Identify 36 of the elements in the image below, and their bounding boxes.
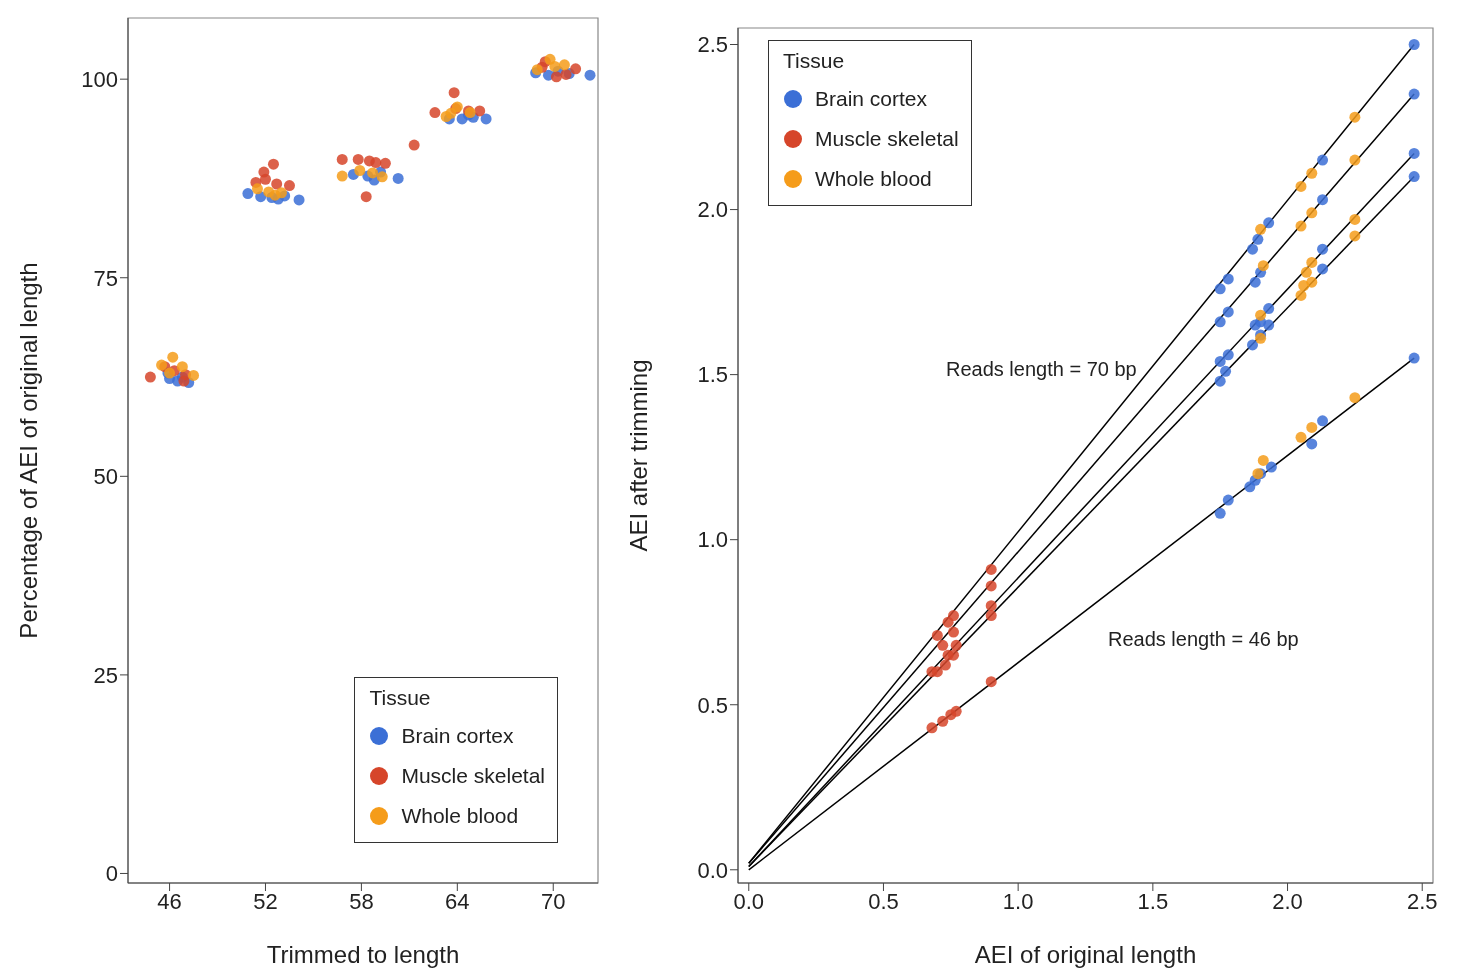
legend-label: Muscle skeletal: [815, 127, 959, 151]
x-tick-label: 70: [541, 888, 566, 914]
y-tick-label: 75: [93, 265, 118, 291]
annotation: Reads length = 46 bp: [1108, 628, 1299, 651]
annotation: Reads length = 70 bp: [946, 358, 1137, 381]
x-tick-label: 58: [349, 888, 374, 914]
legend-label: Muscle skeletal: [401, 764, 545, 788]
x-tick-label: 1.0: [1002, 888, 1034, 914]
legend-title: Tissue: [783, 49, 846, 73]
y-tick-label: 0: [105, 861, 118, 887]
x-tick-label: 2.0: [1272, 888, 1303, 914]
x-tick-label: 0.5: [868, 888, 899, 914]
legend-label: Brain cortex: [401, 724, 514, 748]
x-tick-label: 46: [157, 888, 182, 914]
legend-title: Tissue: [369, 686, 432, 710]
x-tick-label: 64: [445, 888, 470, 914]
y-tick-label: 0.5: [697, 692, 728, 718]
legend-label: Brain cortex: [815, 87, 928, 111]
y-tick-label: 100: [81, 66, 118, 92]
x-tick-label: 52: [253, 888, 278, 914]
y-tick-label: 2.5: [697, 32, 728, 58]
x-tick-label: 2.5: [1406, 888, 1438, 914]
y-axis-title: AEI after trimming: [624, 359, 652, 552]
x-tick-label: 0.0: [733, 888, 765, 914]
y-tick-label: 0.0: [697, 857, 728, 883]
y-axis-title: Percentage of AEI of original length: [14, 262, 42, 639]
y-tick-label: 50: [93, 464, 118, 490]
x-axis-title: Trimmed to length: [266, 941, 460, 968]
legend-label: Whole blood: [815, 167, 932, 191]
x-axis-title: AEI of original length: [974, 941, 1197, 968]
y-tick-label: 25: [93, 662, 118, 688]
y-tick-label: 1.5: [697, 362, 728, 388]
legend-label: Whole blood: [401, 804, 519, 828]
y-tick-label: 2.0: [697, 197, 728, 223]
y-tick-label: 1.0: [697, 527, 728, 553]
x-tick-label: 1.5: [1137, 888, 1169, 914]
